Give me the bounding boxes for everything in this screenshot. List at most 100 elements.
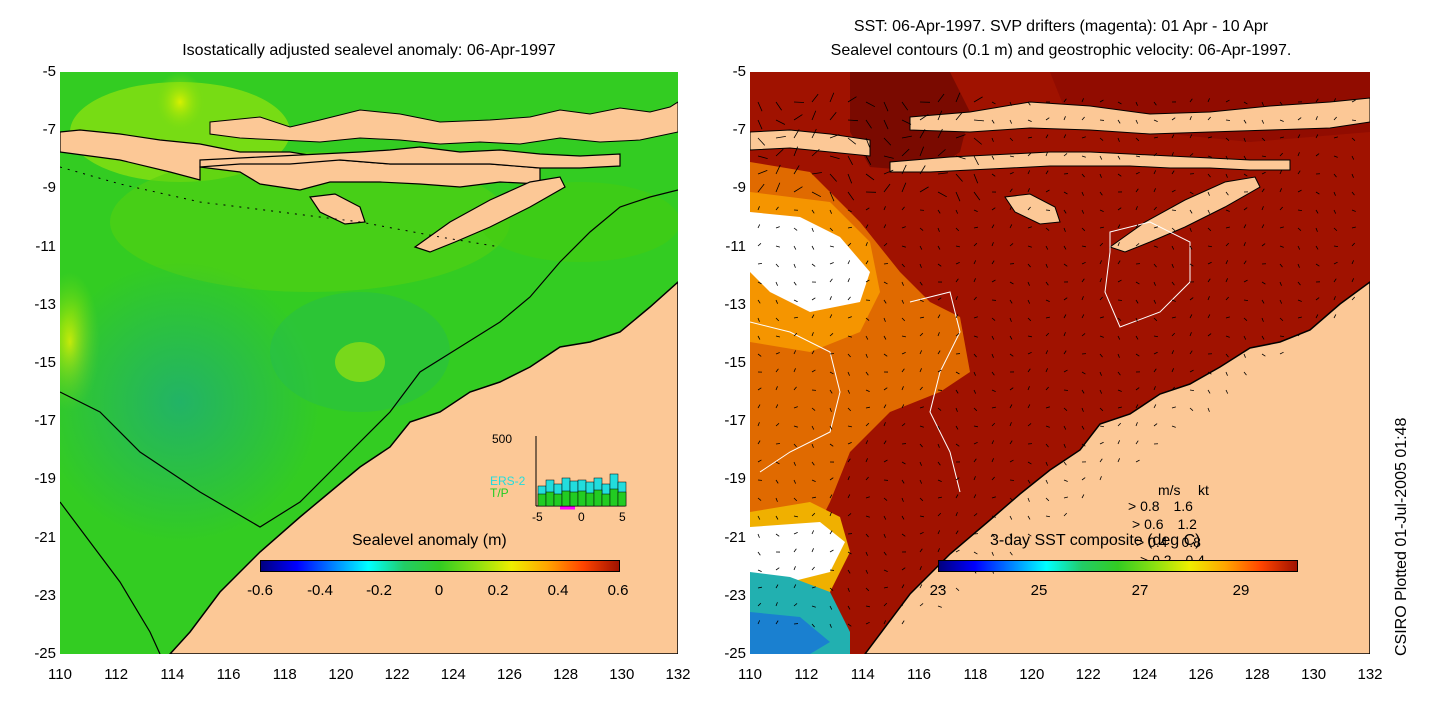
velocity-vector [919,584,923,589]
velocity-vector [1207,407,1210,412]
velocity-vector [1099,296,1103,301]
velocity-vector [973,407,978,412]
left-sealevel-map[interactable]: 500 ERS-2 T/P -5 0 5 Sealevel anomaly (m… [60,72,678,654]
y-tick-label: -21 [724,528,746,546]
velocity-vector [865,422,870,427]
velocity-vector [865,155,872,165]
velocity-vector [955,262,960,265]
velocity-vector [829,587,834,591]
inset-bar-tp [577,490,587,507]
left-map-canvas [60,72,678,654]
x-tick-label: 118 [272,666,297,683]
velocity-vector [829,92,835,103]
velocity-vector [757,404,761,409]
inset-xtick-0: 0 [578,510,585,524]
velocity-vector [1081,173,1085,178]
velocity-vector [919,245,923,250]
velocity-vector [1279,335,1285,338]
velocity-vector [1063,263,1068,267]
velocity-vector [1099,371,1102,376]
velocity-vector [1009,479,1015,481]
velocity-vector [901,567,906,571]
velocity-vector [847,458,851,463]
velocity-vector [1009,335,1013,340]
velocity-vector [775,335,780,338]
velocity-vector [937,605,942,608]
x-tick-label: 116 [907,666,932,683]
y-tick-label: -5 [42,63,56,80]
velocity-vector [757,602,762,607]
velocity-vector [1135,155,1140,158]
velocity-vector [955,477,960,481]
velocity-vector [1315,245,1319,250]
velocity-vector [1243,335,1247,340]
vel-ms-3: 0.4 [1148,534,1168,550]
velocity-vector [865,317,870,321]
velocity-vector [919,146,924,157]
velocity-vector [1171,425,1176,428]
right-sst-map[interactable]: m/s kt > 0.8 1.6 > 0.6 1.2 > 0.4 0.8 > 0… [750,72,1370,654]
right-map-title-line1: SST: 06-Apr-1997. SVP drifters (magenta)… [853,18,1269,35]
left-cbar-tick-1: -0.6 [247,582,273,599]
velocity-vector [793,461,796,466]
velocity-vector [901,404,905,409]
velocity-vector [811,332,814,337]
velocity-vector [1063,479,1068,482]
velocity-vector [955,425,959,430]
velocity-vector [1225,226,1230,229]
velocity-vector [919,515,924,518]
velocity-vector [829,245,834,248]
velocity-vector [865,458,868,463]
velocity-vector [847,96,857,103]
velocity-vector [973,494,977,499]
velocity-vector [1207,227,1212,232]
left-cbar-tick-2: -0.4 [307,582,333,599]
velocity-vector [793,316,799,319]
velocity-vector [829,549,834,553]
velocity-vector [775,148,784,157]
velocity-vector [829,443,834,447]
velocity-vector [1027,206,1031,211]
velocity-vector [1171,350,1174,355]
velocity-vector [847,173,853,184]
velocity-vector [757,353,762,357]
y-tick-label: -13 [724,295,746,313]
velocity-vector [919,129,926,139]
vel-arrow-icon: > [1132,516,1141,532]
velocity-vector [829,262,834,265]
x-tick-label: 126 [1188,666,1214,683]
velocity-vector [775,119,786,125]
velocity-vector [829,227,834,232]
velocity-vector [1189,369,1194,373]
velocity-vector [1153,281,1156,286]
velocity-vector [793,584,797,589]
y-tick-label: -13 [34,295,56,313]
velocity-vector [973,335,978,338]
velocity-vector [865,224,869,229]
velocity-vector [1243,101,1248,105]
velocity-vector [901,148,910,157]
velocity-vector [793,425,798,428]
velocity-vector [1063,297,1068,301]
velocity-vector [1315,191,1320,195]
velocity-vector [1009,551,1013,556]
velocity-vector [901,584,905,589]
velocity-vector [1117,279,1122,283]
velocity-vector [1027,263,1031,268]
flores-island [199,146,621,169]
velocity-vector [1297,227,1302,231]
velocity-vector [1063,191,1068,195]
velocity-vector [1189,297,1194,301]
velocity-vector [1297,170,1301,175]
velocity-vector [937,332,940,337]
velocity-vector [1351,137,1356,141]
velocity-vector [1189,350,1193,355]
velocity-vector [811,209,815,214]
velocity-vector [775,386,778,391]
velocity-vector [1027,299,1031,304]
inset-bars-tp [537,488,627,507]
velocity-vector [1315,314,1319,319]
velocity-vector [1243,224,1247,229]
velocity-vector [1063,369,1068,373]
velocity-vector [793,548,797,553]
